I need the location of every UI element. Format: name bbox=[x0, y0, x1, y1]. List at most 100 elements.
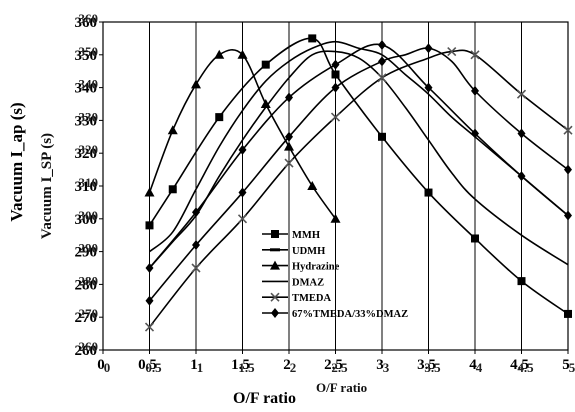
series-line-5 bbox=[148, 47, 569, 302]
y-tick-label-overlay-4: 300 bbox=[79, 208, 99, 223]
series-6-point-6 bbox=[424, 82, 433, 93]
series-4-point-2 bbox=[237, 214, 248, 224]
series-2-point-8 bbox=[330, 213, 341, 223]
series-layer bbox=[144, 34, 573, 332]
y-tick-label-overlay-9: 350 bbox=[79, 44, 99, 59]
y-tick-label-8: 340 bbox=[75, 81, 98, 97]
series-2-point-6 bbox=[284, 141, 294, 151]
series-0-point-4 bbox=[308, 34, 317, 43]
series-4-point-7 bbox=[470, 50, 480, 60]
series-5-point-8 bbox=[517, 128, 526, 139]
y-tick-label-overlay-3: 290 bbox=[79, 241, 99, 256]
series-0-point-9 bbox=[517, 277, 526, 286]
x-tick-label-8: 4 bbox=[469, 357, 477, 373]
series-2-point-7 bbox=[307, 181, 318, 190]
y-tick-label-0: 260 bbox=[75, 343, 98, 359]
series-6-point-4 bbox=[331, 59, 340, 70]
legend-marker-0 bbox=[271, 230, 279, 238]
x-tick-label-3: 1.5 bbox=[231, 357, 250, 373]
series-0-point-3 bbox=[261, 60, 270, 69]
series-line-1 bbox=[148, 40, 569, 253]
legend-label-5: 67%TMEDA/33%DMAZ bbox=[292, 309, 408, 320]
series-6-point-9 bbox=[564, 210, 572, 221]
legend-label-1: UDMH bbox=[292, 246, 325, 257]
legend-marker-4 bbox=[270, 292, 280, 302]
x-tick-label-10: 5 bbox=[562, 357, 570, 373]
y-tick-label-1: 270 bbox=[75, 310, 98, 326]
y-tick-label-9: 350 bbox=[75, 48, 98, 64]
series-4-point-8 bbox=[516, 89, 527, 99]
y-tick-label-4: 300 bbox=[75, 212, 98, 228]
series-6-point-2 bbox=[238, 144, 247, 155]
series-4-point-6 bbox=[447, 46, 457, 57]
grid-layer bbox=[149, 22, 569, 350]
x-tick-label-9: 4.5 bbox=[510, 357, 529, 373]
series-6-point-3 bbox=[285, 92, 293, 103]
x-tick-label-overlay-8: 4 bbox=[476, 360, 483, 375]
tick-labels: 2602702802903003103203303403503602602702… bbox=[75, 11, 575, 375]
series-line-4 bbox=[148, 49, 569, 328]
legend: MMH UDMH Hydrazine DMAZ TMEDA 67%TMEDA/33%DMA… bbox=[262, 230, 408, 320]
series-4-point-4 bbox=[330, 112, 341, 122]
legend-label-0: MMH bbox=[292, 230, 320, 241]
y-tick-label-2: 280 bbox=[75, 277, 98, 293]
x-tick-label-5: 2.5 bbox=[324, 357, 343, 373]
y-tick-label-overlay-5: 310 bbox=[79, 175, 99, 190]
y-axis-label-overlay: Vacuum I_SP (s) bbox=[39, 132, 55, 240]
series-5-point-1 bbox=[192, 240, 200, 251]
x-tick-label-overlay-10: 5 bbox=[569, 360, 575, 375]
series-0-point-1 bbox=[168, 185, 177, 194]
y-tick-label-overlay-0: 260 bbox=[79, 339, 99, 354]
y-tick-label-overlay-6: 320 bbox=[79, 142, 99, 157]
x-tick-label-1: 0.5 bbox=[138, 357, 157, 373]
series-6-point-7 bbox=[471, 128, 479, 139]
series-4-point-0 bbox=[144, 322, 155, 332]
series-5-point-2 bbox=[238, 187, 247, 198]
legend-marker-2 bbox=[270, 260, 280, 270]
legend-marker-5 bbox=[271, 308, 279, 318]
y-tick-label-overlay-7: 330 bbox=[79, 109, 99, 124]
series-5-point-3 bbox=[285, 131, 293, 142]
series-line-3 bbox=[148, 50, 569, 269]
legend-label-4: TMEDA bbox=[292, 293, 332, 304]
series-0-point-7 bbox=[424, 188, 433, 197]
series-0-point-8 bbox=[471, 234, 479, 243]
series-5-point-5 bbox=[378, 56, 386, 67]
series-4-point-3 bbox=[284, 158, 294, 168]
y-tick-label-overlay-10: 360 bbox=[79, 11, 99, 26]
series-2-point-1 bbox=[167, 125, 178, 135]
series-4-point-5 bbox=[377, 73, 387, 83]
y-axis-label: Vacuum I_ap (s) bbox=[7, 102, 26, 222]
x-tick-label-overlay-0: 0 bbox=[104, 360, 111, 375]
series-2-point-2 bbox=[191, 79, 201, 89]
x-axis-label-overlay: O/F ratio bbox=[316, 380, 368, 395]
series-2-point-4 bbox=[237, 49, 248, 59]
x-tick-label-4: 2 bbox=[283, 357, 291, 373]
legend-label-3: DMAZ bbox=[292, 277, 324, 288]
x-tick-label-overlay-9: 4.5 bbox=[517, 360, 534, 375]
series-6-point-1 bbox=[192, 207, 200, 218]
series-4-point-1 bbox=[191, 263, 201, 273]
series-5-point-6 bbox=[424, 43, 433, 54]
series-6-point-8 bbox=[517, 171, 526, 182]
series-5-point-7 bbox=[471, 85, 479, 96]
x-tick-label-overlay-2: 1 bbox=[197, 360, 204, 375]
series-line-6 bbox=[148, 43, 569, 269]
legend-label-2: Hydrazine bbox=[292, 262, 340, 273]
series-4-point-9 bbox=[563, 125, 573, 135]
series-0-point-5 bbox=[331, 70, 340, 79]
x-tick-label-overlay-6: 3 bbox=[383, 360, 390, 375]
x-tick-label-7: 3.5 bbox=[417, 357, 436, 373]
y-tick-label-overlay-1: 270 bbox=[79, 306, 99, 321]
x-tick-label-6: 3 bbox=[376, 357, 384, 373]
y-tick-label-7: 330 bbox=[75, 113, 98, 129]
x-tick-label-overlay-3: 1.5 bbox=[238, 360, 255, 375]
x-tick-label-overlay-5: 2.5 bbox=[331, 360, 348, 375]
x-tick-label-0: 0 bbox=[97, 357, 105, 373]
series-6-point-0 bbox=[145, 263, 154, 273]
x-tick-label-overlay-1: 0.5 bbox=[145, 360, 162, 375]
y-tick-label-10: 360 bbox=[75, 15, 98, 31]
series-5-point-4 bbox=[331, 82, 340, 93]
y-tick-label-5: 310 bbox=[75, 179, 98, 195]
